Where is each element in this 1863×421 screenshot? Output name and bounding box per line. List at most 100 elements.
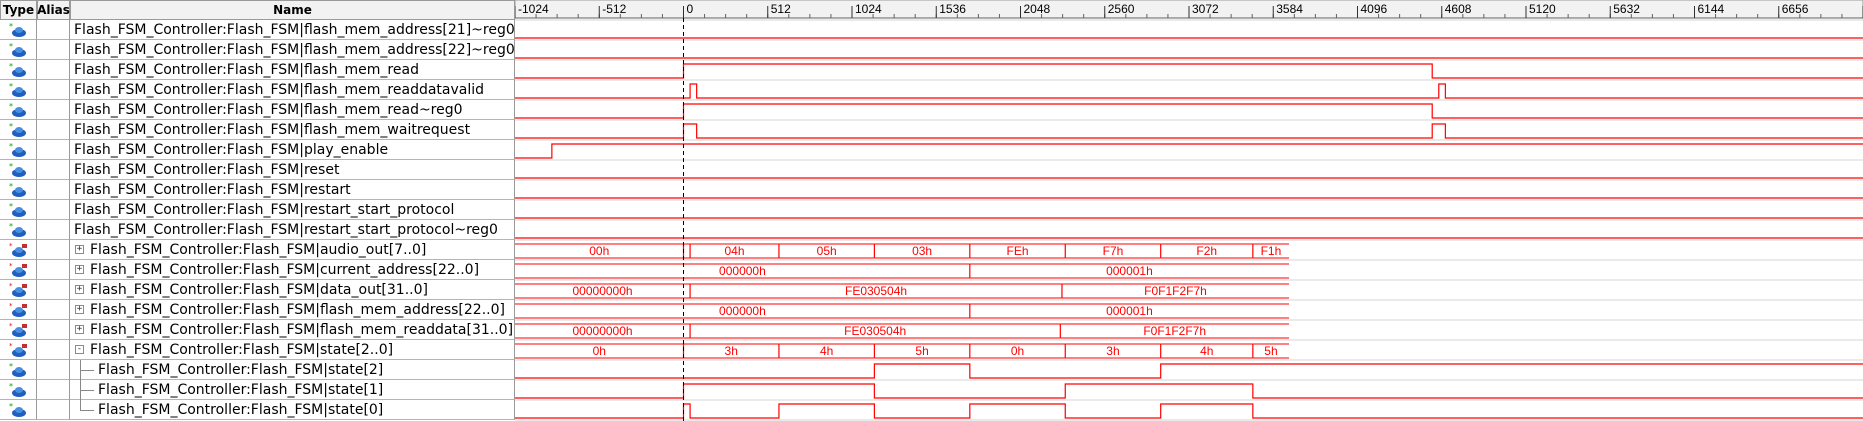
bus-value-label: 04h: [724, 244, 744, 258]
ruler-tick-label: -1024: [518, 2, 549, 16]
alias-cell: [37, 380, 70, 400]
signal-row[interactable]: * + Flash_FSM_Controller:Flash_FSM|current…: [0, 260, 515, 280]
signal-name-cell[interactable]: + Flash_FSM_Controller:Flash_FSM|current_…: [70, 260, 515, 280]
expand-icon[interactable]: +: [75, 304, 84, 314]
signal-row[interactable]: * Flash_FSM_Controller:Flash_FSM|flash_me…: [0, 80, 515, 100]
signal-row[interactable]: * Flash_FSM_Controller:Flash_FSM|flash_me…: [0, 120, 515, 140]
signal-row[interactable]: * + Flash_FSM_Controller:Flash_FSM|flash_m…: [0, 320, 515, 340]
signal-name-cell[interactable]: Flash_FSM_Controller:Flash_FSM|play_enab…: [70, 140, 515, 160]
bus-value-label: F2h: [1196, 244, 1217, 258]
signal-row[interactable]: * Flash_FSM_Controller:Flash_FSM|state[2]: [0, 360, 515, 380]
signal-name-cell[interactable]: Flash_FSM_Controller:Flash_FSM|flash_mem…: [70, 120, 515, 140]
bus-output-icon: *: [0, 300, 37, 320]
signal-row[interactable]: * Flash_FSM_Controller:Flash_FSM|state[1]: [0, 380, 515, 400]
signal-name-cell[interactable]: Flash_FSM_Controller:Flash_FSM|flash_mem…: [70, 60, 515, 80]
alias-cell: [37, 80, 70, 100]
alias-cell: [37, 260, 70, 280]
signal-name-cell[interactable]: Flash_FSM_Controller:Flash_FSM|flash_mem…: [70, 80, 515, 100]
signal-row[interactable]: * Flash_FSM_Controller:Flash_FSM|flash_me…: [0, 20, 515, 40]
tree-connector: [80, 390, 94, 391]
waveform-trace: [515, 83, 1863, 99]
signal-row[interactable]: * Flash_FSM_Controller:Flash_FSM|flash_me…: [0, 60, 515, 80]
svg-text:*: *: [9, 142, 13, 151]
signal-name-label: Flash_FSM_Controller:Flash_FSM|state[1]: [98, 382, 384, 398]
signal-row[interactable]: * - Flash_FSM_Controller:Flash_FSM|state[2…: [0, 340, 515, 360]
output-pin-icon: *: [0, 140, 37, 160]
signal-name-label: Flash_FSM_Controller:Flash_FSM|state[2..…: [90, 342, 394, 358]
signal-name-cell[interactable]: Flash_FSM_Controller:Flash_FSM|restart_s…: [70, 200, 515, 220]
bus-value-label: F1h: [1261, 244, 1282, 258]
signal-name-cell[interactable]: Flash_FSM_Controller:Flash_FSM|restart: [70, 180, 515, 200]
expand-icon[interactable]: +: [75, 324, 84, 334]
waveform-trace: [515, 63, 1863, 79]
signal-name-cell[interactable]: + Flash_FSM_Controller:Flash_FSM|data_out…: [70, 280, 515, 300]
bus-value-label: 0h: [593, 344, 606, 358]
bus-value-label: 4h: [820, 344, 833, 358]
output-pin-icon: *: [0, 200, 37, 220]
ruler-tick-label: 5120: [1529, 2, 1556, 16]
bus-value-label: F0F1F2F7h: [1144, 284, 1207, 298]
signal-name-cell[interactable]: Flash_FSM_Controller:Flash_FSM|flash_mem…: [70, 100, 515, 120]
signal-name-cell[interactable]: Flash_FSM_Controller:Flash_FSM|state[2]: [70, 360, 515, 380]
signal-name-cell[interactable]: Flash_FSM_Controller:Flash_FSM|state[0]: [70, 400, 515, 420]
expand-icon[interactable]: +: [75, 284, 84, 294]
bus-value-label: 05h: [817, 244, 837, 258]
svg-text:*: *: [9, 382, 13, 391]
svg-text:*: *: [9, 182, 13, 191]
signal-row[interactable]: * Flash_FSM_Controller:Flash_FSM|play_ena…: [0, 140, 515, 160]
alias-cell: [37, 60, 70, 80]
signal-name-cell[interactable]: Flash_FSM_Controller:Flash_FSM|state[1]: [70, 380, 515, 400]
svg-text:*: *: [9, 282, 13, 290]
bus-value-label: 5h: [915, 344, 928, 358]
signal-name-cell[interactable]: Flash_FSM_Controller:Flash_FSM|reset: [70, 160, 515, 180]
expand-icon[interactable]: +: [75, 244, 84, 254]
signal-row[interactable]: * + Flash_FSM_Controller:Flash_FSM|flash_m…: [0, 300, 515, 320]
alias-column-header[interactable]: Alias: [37, 0, 70, 20]
waveform-panel[interactable]: -1024 -512 0 512 1024 1536 2048 2560 3072 3584 409…: [515, 0, 1863, 421]
signal-name-cell[interactable]: Flash_FSM_Controller:Flash_FSM|restart_s…: [70, 220, 515, 240]
expand-icon[interactable]: +: [75, 264, 84, 274]
waveform-trace: [515, 123, 1863, 139]
waveform-trace: [515, 403, 1863, 419]
signal-name-label: Flash_FSM_Controller:Flash_FSM|state[2]: [98, 362, 384, 378]
signal-row[interactable]: * Flash_FSM_Controller:Flash_FSM|restart: [0, 180, 515, 200]
ruler-tick-label: 6656: [1782, 2, 1809, 16]
type-column-header[interactable]: Type: [0, 0, 37, 20]
signal-row[interactable]: * Flash_FSM_Controller:Flash_FSM|state[0]: [0, 400, 515, 420]
svg-text:*: *: [9, 302, 13, 310]
alias-cell: [37, 200, 70, 220]
signal-row[interactable]: * Flash_FSM_Controller:Flash_FSM|flash_me…: [0, 100, 515, 120]
ruler-tick-label: 3072: [1192, 2, 1219, 16]
collapse-icon[interactable]: -: [75, 344, 84, 354]
svg-text:*: *: [9, 122, 13, 131]
svg-text:*: *: [9, 362, 13, 371]
svg-text:*: *: [9, 342, 13, 350]
name-column-header[interactable]: Name: [70, 0, 515, 20]
signal-row[interactable]: * + Flash_FSM_Controller:Flash_FSM|data_ou…: [0, 280, 515, 300]
alias-cell: [37, 400, 70, 420]
alias-cell: [37, 140, 70, 160]
alias-cell: [37, 100, 70, 120]
bus-value-label: 00000000h: [573, 324, 633, 338]
waveform-trace: [515, 363, 1863, 379]
ruler-tick-label: 3584: [1276, 2, 1303, 16]
signal-name-cell[interactable]: - Flash_FSM_Controller:Flash_FSM|state[2.…: [70, 340, 515, 360]
signal-name-label: Flash_FSM_Controller:Flash_FSM|play_enab…: [74, 142, 389, 158]
bus-value-label: 00000000h: [573, 284, 633, 298]
signal-row[interactable]: * Flash_FSM_Controller:Flash_FSM|restart_…: [0, 220, 515, 240]
bus-value-label: 4h: [1200, 344, 1213, 358]
signal-name-cell[interactable]: Flash_FSM_Controller:Flash_FSM|flash_mem…: [70, 40, 515, 60]
bus-value-label: 3h: [725, 344, 738, 358]
signal-row[interactable]: * Flash_FSM_Controller:Flash_FSM|restart_…: [0, 200, 515, 220]
signal-row[interactable]: * Flash_FSM_Controller:Flash_FSM|reset: [0, 160, 515, 180]
signal-name-cell[interactable]: + Flash_FSM_Controller:Flash_FSM|audio_ou…: [70, 240, 515, 260]
svg-text:*: *: [9, 222, 13, 231]
bus-value-label: 3h: [1106, 344, 1119, 358]
signal-name-cell[interactable]: + Flash_FSM_Controller:Flash_FSM|flash_me…: [70, 320, 515, 340]
signal-row[interactable]: * Flash_FSM_Controller:Flash_FSM|flash_me…: [0, 40, 515, 60]
signal-name-cell[interactable]: + Flash_FSM_Controller:Flash_FSM|flash_me…: [70, 300, 515, 320]
output-pin-icon: *: [0, 60, 37, 80]
signal-name-label: Flash_FSM_Controller:Flash_FSM|data_out[…: [90, 282, 428, 298]
signal-row[interactable]: * + Flash_FSM_Controller:Flash_FSM|audio_o…: [0, 240, 515, 260]
signal-name-cell[interactable]: Flash_FSM_Controller:Flash_FSM|flash_mem…: [70, 20, 515, 40]
